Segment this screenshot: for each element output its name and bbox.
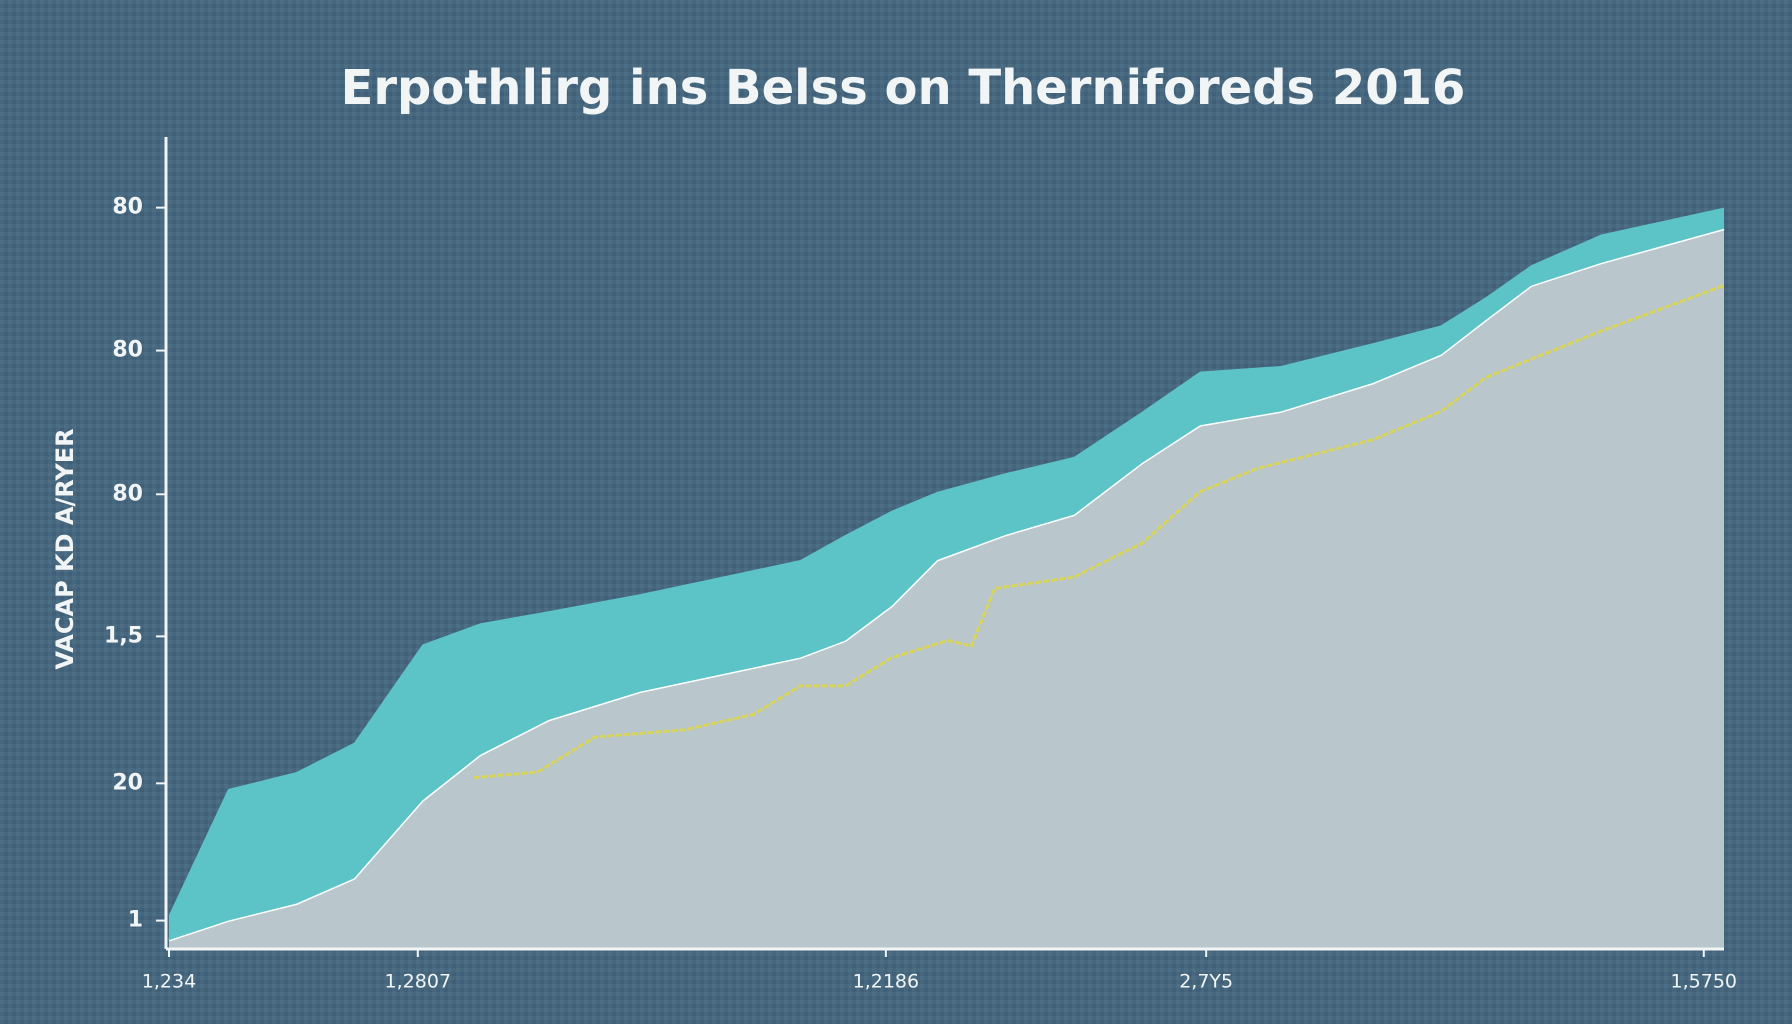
y-axis-label: VACAP KD A/RYER xyxy=(51,428,79,669)
y-tick-label: 80 xyxy=(112,481,143,506)
y-tick-label: 1 xyxy=(128,908,143,933)
x-tick-label: 1,2807 xyxy=(385,971,451,993)
y-tick-label: 1,5 xyxy=(104,623,143,648)
x-tick-label: 2,7Y5 xyxy=(1179,971,1233,993)
y-tick-label: 20 xyxy=(112,770,143,795)
x-tick-label: 1,234 xyxy=(142,971,196,993)
area xyxy=(169,207,1724,941)
y-tick-label: 80 xyxy=(112,195,143,220)
x-tick-label: 1,2186 xyxy=(853,971,919,993)
area xyxy=(169,228,1724,950)
line xyxy=(473,284,1725,780)
y-tick-label: 80 xyxy=(112,338,143,363)
x-tick-label: 1,5750 xyxy=(1671,971,1737,993)
chart-title: Erpothlirg ins Belss on Therniforeds 201… xyxy=(341,60,1466,116)
